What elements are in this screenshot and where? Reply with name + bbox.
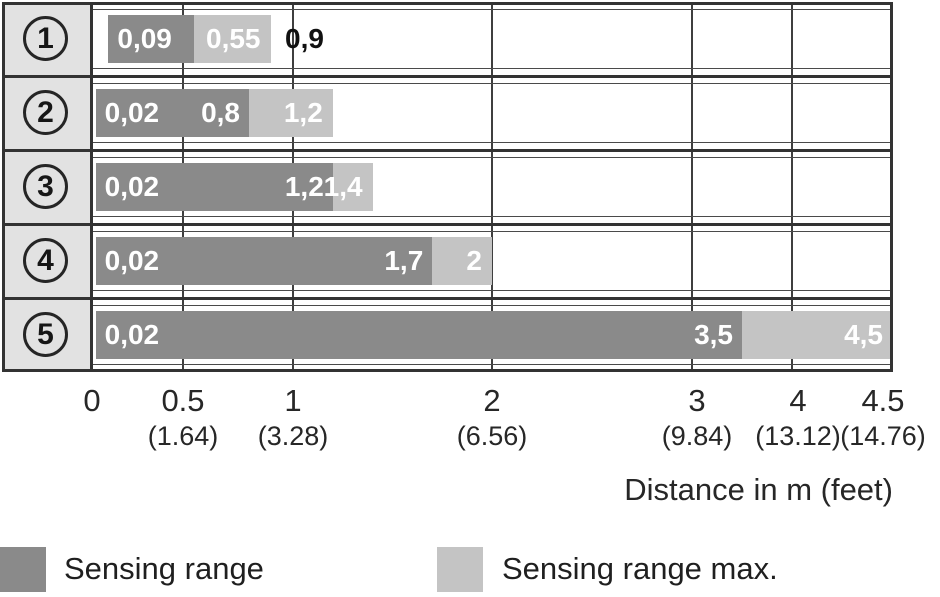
chart-row-2: 2 0,02 0,8 1,2: [2, 76, 893, 150]
gridline-3m: [691, 2, 693, 372]
x-tick-feet-4.5: (14.76): [840, 421, 926, 451]
sensing-range-value: 1,2: [284, 171, 324, 202]
row-inner-line-top: [92, 157, 893, 158]
category-circled-number: 1: [23, 16, 68, 61]
sensing-range-bar: [95, 311, 742, 359]
x-tick-1: 1: [284, 383, 302, 418]
x-tick-0: 0: [83, 383, 101, 418]
chart-row-4: 4 0,02 1,7 2: [2, 224, 893, 298]
sensing-range-max-value: 0,9: [285, 23, 324, 54]
row-inner-line-top: [92, 231, 893, 232]
x-tick-feet-3: (9.84): [661, 421, 733, 451]
sensing-range-value: 0,8: [201, 97, 240, 128]
sensing-range-max-bar: [332, 163, 373, 211]
chart-row-3: 3 0,02 1,2 1,4: [2, 150, 893, 224]
gridline-2m: [491, 2, 493, 372]
category-column-divider: [90, 2, 93, 372]
legend-swatch-light: [437, 547, 483, 592]
bar-start-value: 0,02: [104, 245, 160, 276]
category-cell: 1: [2, 2, 92, 76]
sensing-range-max-bar: [194, 15, 271, 63]
bar-start-value: 0,02: [104, 171, 160, 202]
row-inner-line-bottom: [92, 68, 893, 69]
category-circled-number: 3: [23, 164, 68, 209]
chart-row-5: 5 0,02 3,5 4,5: [2, 298, 893, 372]
chart-row-1: 1 0,09 0,55 0,9: [2, 2, 893, 76]
row-inner-line-bottom: [92, 290, 893, 291]
legend-swatch-dark: [0, 547, 46, 592]
x-tick-3: 3: [688, 383, 706, 418]
category-circled-number: 4: [23, 238, 68, 283]
sensing-range-max-bar: [432, 237, 492, 285]
chart-plot-area: 1 0,09 0,55 0,9 2 0,02 0,8 1,2 3 0,02 1,2 1,4 4 0,02 1…: [2, 2, 893, 372]
sensing-range-max-value: 2: [466, 245, 482, 276]
category-cell: 3: [2, 150, 92, 224]
x-axis-title: Distance in m (feet): [624, 472, 893, 507]
row-inner-line-top: [92, 305, 893, 306]
x-tick-feet-0.5: (1.64): [147, 421, 219, 451]
sensing-range-bar: [95, 89, 249, 137]
sensing-range-max-value: 1,4: [323, 171, 363, 202]
sensing-range-bar: [95, 163, 333, 211]
category-cell: 5: [2, 298, 92, 372]
sensing-range-bar: [95, 237, 433, 285]
row-inner-line-bottom: [92, 216, 893, 217]
sensing-range-value: 1,7: [384, 245, 424, 276]
row-separator: [2, 75, 893, 78]
x-tick-4.5: 4.5: [861, 383, 905, 418]
row-separator: [2, 223, 893, 226]
x-tick-4: 4: [789, 383, 807, 418]
sensing-range-max-value: 1,2: [283, 97, 323, 128]
category-circled-number: 5: [23, 312, 68, 357]
bar-start-value: 0,09: [117, 23, 172, 54]
x-tick-2: 2: [483, 383, 501, 418]
legend-label-sensing: Sensing range: [64, 551, 264, 586]
sensing-range-bar: [108, 15, 194, 63]
x-tick-0.5: 0.5: [161, 383, 205, 418]
x-tick-feet-1: (3.28): [257, 421, 329, 451]
bar-start-value: 0,02: [104, 97, 160, 128]
sensing-range-max-value: 4,5: [844, 319, 883, 350]
row-inner-line-bottom: [92, 364, 893, 365]
row-inner-line-top: [92, 83, 893, 84]
x-tick-feet-4: (13.12): [755, 421, 841, 451]
row-separator: [2, 149, 893, 152]
row-separator: [2, 297, 893, 300]
sensing-range-max-bar: [742, 311, 893, 359]
sensing-range-value: 3,5: [694, 319, 733, 350]
sensing-range-max-bar: [249, 89, 333, 137]
row-inner-line-bottom: [92, 142, 893, 143]
category-cell: 2: [2, 76, 92, 150]
x-tick-feet-2: (6.56): [456, 421, 528, 451]
bar-start-value: 0,02: [104, 319, 160, 350]
sensing-range-value: 0,55: [206, 23, 261, 54]
legend-label-max: Sensing range max.: [502, 551, 778, 586]
gridline-4m: [791, 2, 793, 372]
category-circled-number: 2: [23, 90, 68, 135]
row-inner-line-top: [92, 9, 893, 10]
category-cell: 4: [2, 224, 92, 298]
